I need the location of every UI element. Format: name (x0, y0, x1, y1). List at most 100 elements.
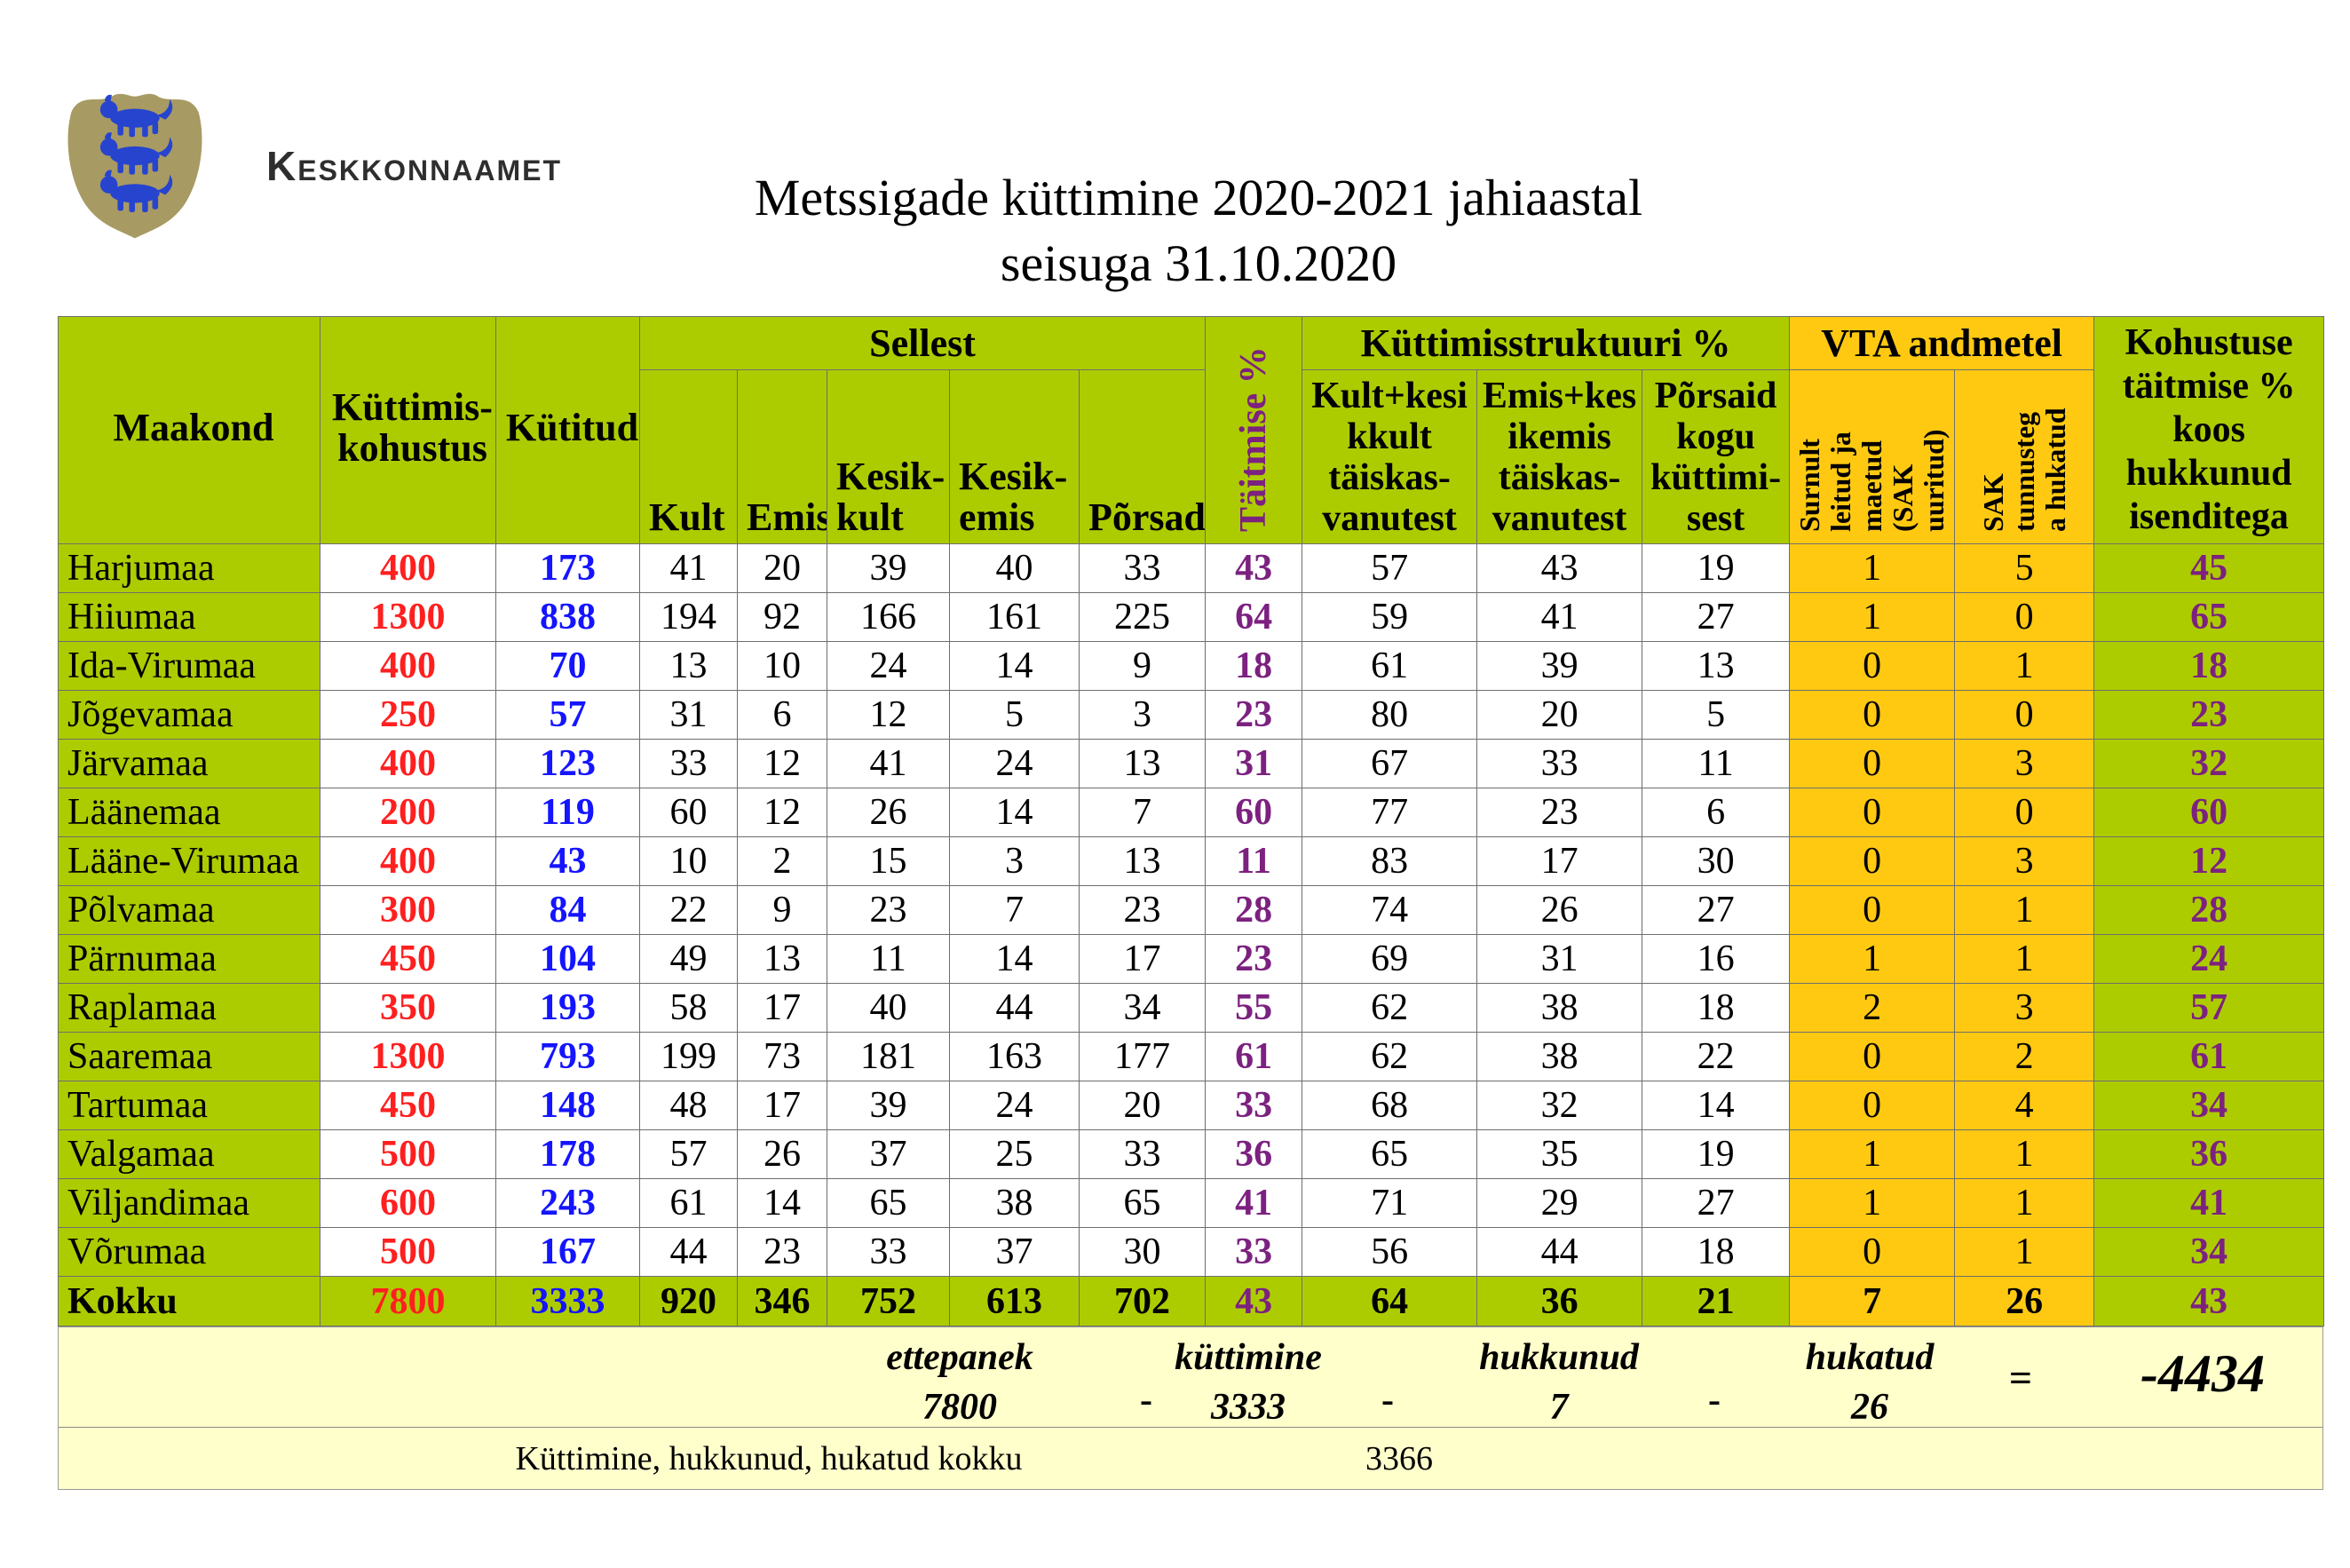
org-wordmark: Keskkonnaamet (266, 143, 563, 189)
equals-sign: = (2008, 1355, 2033, 1400)
cell-kult: 33 (639, 739, 738, 788)
cell-s2: 20 (1476, 690, 1643, 740)
hukkunud-label: hukkunud (1479, 1337, 1639, 1378)
cell-maakond: Ida-Virumaa (58, 641, 320, 691)
table-header: Maakond Küttimis- kohustus Kütitud Selle… (58, 316, 2325, 544)
cell-taitmise: 60 (1205, 788, 1303, 837)
cell-s2: 29 (1476, 1178, 1643, 1228)
header-vta-sak: SAK tunnusteg a hukatud (1954, 369, 2095, 544)
cell-taitmise: 11 (1205, 836, 1303, 886)
cell-taitmise: 33 (1205, 1227, 1303, 1277)
cell-kohustus: 450 (320, 934, 496, 984)
cell-vta2: 3 (1954, 983, 2095, 1033)
cell-s3: 11 (1642, 739, 1791, 788)
cell-kesik-kult: 181 (827, 1032, 950, 1081)
cell-emis: 73 (737, 1032, 827, 1081)
header-emis: Emis (737, 369, 827, 544)
table-row: Järvamaa 400 123 33 12 41 24 13 31 67 33 11 0 3 32 (58, 739, 2325, 788)
table-row: Harjumaa 400 173 41 20 39 40 33 43 57 43 19 1 5 45 (58, 543, 2325, 593)
cell-porsad: 702 (1078, 1276, 1207, 1326)
cell-s3: 18 (1642, 1227, 1791, 1277)
header-sellest: Sellest (638, 316, 1207, 370)
minus-sign-3: - (1708, 1380, 1721, 1421)
cell-s1: 77 (1302, 788, 1478, 837)
cell-taitmise: 23 (1205, 934, 1303, 984)
table-row: Viljandimaa 600 243 61 14 65 38 65 41 71 29 27 1 1 41 (58, 1178, 2325, 1228)
cell-vta2: 3 (1954, 739, 2095, 788)
cell-taitmise: 23 (1205, 690, 1303, 740)
table-row: Raplamaa 350 193 58 17 40 44 34 55 62 38 18 2 3 57 (58, 983, 2325, 1033)
cell-s3: 19 (1642, 543, 1791, 593)
cell-porsad: 34 (1078, 983, 1207, 1033)
table-row: Pärnumaa 450 104 49 13 11 14 17 23 69 31 16 1 1 24 (58, 934, 2325, 984)
cell-s3: 30 (1642, 836, 1791, 886)
table-row: Saaremaa 1300 793 199 73 181 163 177 61 62 38 22 0 2 6… (58, 1032, 2325, 1081)
total-row: Kokku 7800 3333 920 346 752 613 702 43 64 36 21 7 26 4… (58, 1276, 2325, 1326)
header-taitmise-pct: Täitmise % (1205, 316, 1303, 544)
cell-kult: 10 (639, 836, 738, 886)
cell-kesik-kult: 23 (827, 885, 950, 935)
title-line-1: Metssigade küttimine 2020-2021 jahiaasta… (754, 169, 1643, 226)
cell-vta2: 3 (1954, 836, 2095, 886)
cell-kesik-emis: 14 (949, 641, 1080, 691)
header-kesik-kult: Kesik- kult (827, 369, 950, 544)
hunting-table: Maakond Küttimis- kohustus Kütitud Selle… (58, 316, 2325, 1326)
cell-koos: 65 (2093, 592, 2325, 642)
header-porsad: Põrsad (1078, 369, 1207, 544)
cell-emis: 9 (737, 885, 827, 935)
cell-vta2: 2 (1954, 1032, 2095, 1081)
cell-taitmise: 43 (1205, 1276, 1303, 1326)
cell-s3: 22 (1642, 1032, 1791, 1081)
cell-porsad: 177 (1078, 1032, 1207, 1081)
cell-vta1: 0 (1789, 885, 1956, 935)
cell-kesik-kult: 24 (827, 641, 950, 691)
cell-taitmise: 64 (1205, 592, 1303, 642)
cell-maakond: Raplamaa (58, 983, 320, 1033)
vta-sak-rotated-label: SAK tunnusteg a hukatud (1976, 408, 2071, 532)
cell-maakond: Tartumaa (58, 1081, 320, 1130)
cell-s3: 14 (1642, 1081, 1791, 1130)
cell-vta1: 1 (1789, 1129, 1956, 1179)
cell-vta2: 0 (1954, 592, 2095, 642)
cell-kult: 44 (639, 1227, 738, 1277)
cell-vta2: 0 (1954, 690, 2095, 740)
cell-emis: 14 (737, 1178, 827, 1228)
cell-taitmise: 41 (1205, 1178, 1303, 1228)
cell-koos: 23 (2093, 690, 2325, 740)
cell-vta1: 1 (1789, 1178, 1956, 1228)
table-row: Läänemaa 200 119 60 12 26 14 7 60 77 23 6 0 0 60 (58, 788, 2325, 837)
cell-s3: 16 (1642, 934, 1791, 984)
cell-kesik-emis: 37 (949, 1227, 1080, 1277)
cell-s2: 32 (1476, 1081, 1643, 1130)
cell-vta1: 0 (1789, 1032, 1956, 1081)
cell-maakond: Saaremaa (58, 1032, 320, 1081)
cell-kesik-kult: 37 (827, 1129, 950, 1179)
summary-kyttimine: küttimine 3333 (1133, 1336, 1364, 1429)
summary-divider (59, 1427, 2322, 1428)
header-struct-kult: Kult+kesi kkult täiskas- vanutest (1302, 369, 1478, 544)
cell-s1: 56 (1302, 1227, 1478, 1277)
cell-kesik-emis: 24 (949, 1081, 1080, 1130)
cell-kytitud: 173 (495, 543, 640, 593)
cell-maakond: Pärnumaa (58, 934, 320, 984)
table-row: Põlvamaa 300 84 22 9 23 7 23 28 74 26 27 0 1 28 (58, 885, 2325, 935)
vta-surnult-rotated-label: Surnult leitud ja maetud (SAK uuritud) (1793, 429, 1950, 532)
cell-vta1: 0 (1789, 690, 1956, 740)
table-row: Võrumaa 500 167 44 23 33 37 30 33 56 44 18 0 1 34 (58, 1227, 2325, 1277)
cell-vta1: 1 (1789, 934, 1956, 984)
cell-vta1: 2 (1789, 983, 1956, 1033)
cell-vta1: 0 (1789, 1081, 1956, 1130)
cell-koos: 34 (2093, 1227, 2325, 1277)
cell-emis: 20 (737, 543, 827, 593)
cell-s2: 33 (1476, 739, 1643, 788)
cell-s1: 71 (1302, 1178, 1478, 1228)
cell-kohustus: 1300 (320, 1032, 496, 1081)
cell-emis: 10 (737, 641, 827, 691)
cell-porsad: 17 (1078, 934, 1207, 984)
cell-s1: 69 (1302, 934, 1478, 984)
cell-kohustus: 400 (320, 836, 496, 886)
cell-kult: 31 (639, 690, 738, 740)
page-title: Metssigade küttimine 2020-2021 jahiaasta… (408, 165, 1989, 297)
cell-maakond: Põlvamaa (58, 885, 320, 935)
cell-vta1: 0 (1789, 836, 1956, 886)
